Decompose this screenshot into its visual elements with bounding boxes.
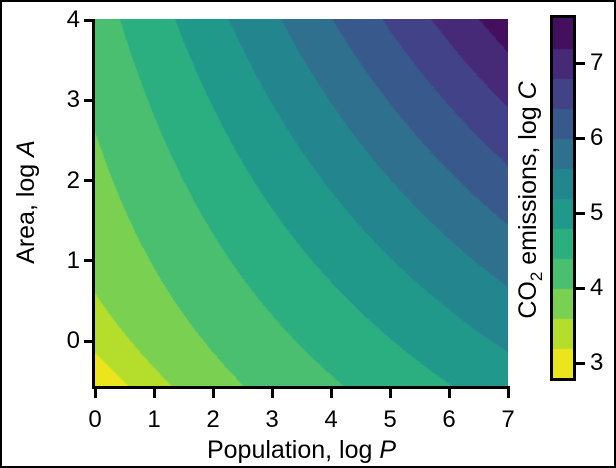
- x-tick-mark-2: [211, 389, 215, 398]
- x-tick-mark-1: [152, 389, 156, 398]
- y-tick-mark-2: [84, 179, 93, 182]
- x-tick-mark-6: [447, 389, 451, 398]
- x-axis-label-variable: P: [379, 436, 397, 464]
- y-tick-label-3: 3: [66, 86, 80, 114]
- y-tick-label-0: 0: [66, 327, 80, 354]
- contour-plot-canvas: [95, 19, 508, 386]
- x-axis-label-text: Population, log: [206, 436, 380, 464]
- y-tick-mark-3: [84, 98, 93, 102]
- y-axis-label-variable: A: [12, 140, 40, 157]
- y-axis-label-text: Area, log: [12, 156, 40, 264]
- x-tick-label-2: 2: [206, 406, 220, 433]
- y-tick-mark-0: [84, 339, 93, 343]
- y-axis-label: Area, log A: [11, 102, 41, 302]
- x-axis-spine: [92, 386, 510, 389]
- colorbar-tick-mark-4: [576, 286, 585, 290]
- x-tick-label-0: 0: [88, 406, 102, 433]
- x-tick-label-1: 1: [147, 406, 161, 433]
- x-tick-mark-3: [270, 389, 274, 398]
- colorbar-label-text-1: CO: [514, 281, 542, 319]
- colorbar-label-text-2: emissions, log: [514, 99, 542, 272]
- colorbar-tick-label-5: 5: [590, 199, 604, 226]
- y-tick-label-2: 2: [66, 166, 80, 194]
- y-tick-mark-1: [84, 259, 93, 263]
- colorbar-tick-label-4: 4: [590, 274, 604, 301]
- x-tick-mark-5: [388, 389, 392, 398]
- colorbar-tick-label-7: 7: [590, 49, 604, 76]
- colorbar-label: CO2 emissions, log C: [513, 50, 546, 350]
- x-tick-label-7: 7: [501, 406, 515, 433]
- y-axis-spine: [92, 19, 95, 389]
- x-tick-label-3: 3: [265, 406, 279, 433]
- colorbar-canvas: [553, 18, 573, 378]
- colorbar-label-variable: C: [514, 81, 542, 100]
- x-tick-label-6: 6: [442, 406, 456, 433]
- x-tick-mark-4: [329, 389, 333, 398]
- x-tick-mark-7: [506, 389, 510, 398]
- x-tick-mark-0: [93, 389, 97, 398]
- colorbar-tick-label-6: 6: [590, 124, 604, 151]
- x-tick-label-5: 5: [383, 406, 397, 433]
- colorbar-tick-mark-5: [576, 211, 585, 215]
- x-axis-label: Population, log P: [95, 436, 508, 465]
- colorbar-outline: [550, 15, 576, 381]
- colorbar-label-subscript: 2: [527, 271, 546, 282]
- y-tick-label-4: 4: [66, 6, 80, 33]
- colorbar-tick-mark-6: [576, 136, 585, 140]
- y-tick-label-1: 1: [66, 246, 80, 274]
- colorbar-tick-mark-7: [576, 61, 585, 65]
- x-tick-label-4: 4: [324, 406, 338, 433]
- y-tick-mark-4: [84, 18, 93, 22]
- colorbar-tick-label-3: 3: [590, 349, 604, 376]
- colorbar-tick-mark-3: [576, 361, 585, 365]
